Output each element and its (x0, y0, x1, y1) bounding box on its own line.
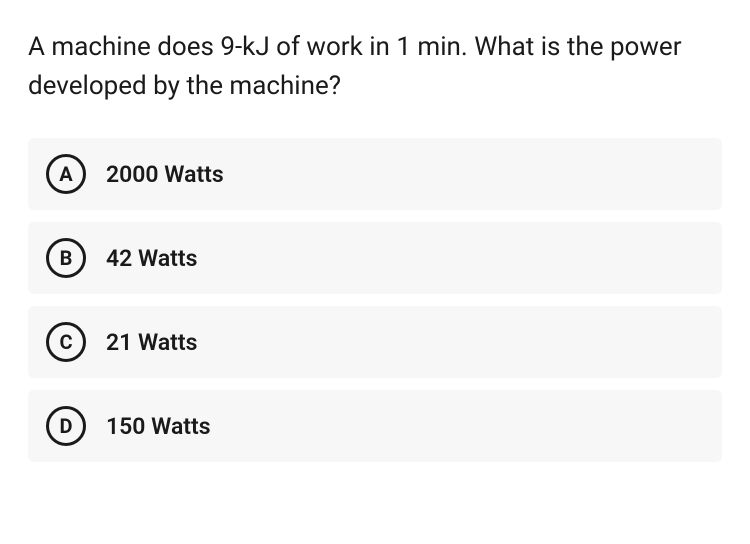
option-letter-a: A (46, 154, 86, 194)
option-text-b: 42 Watts (106, 245, 197, 272)
option-letter-b: B (46, 238, 86, 278)
option-text-d: 150 Watts (106, 413, 211, 440)
option-a[interactable]: A 2000 Watts (28, 138, 722, 210)
option-c[interactable]: C 21 Watts (28, 306, 722, 378)
options-list: A 2000 Watts B 42 Watts C 21 Watts D 150… (28, 138, 722, 462)
option-text-a: 2000 Watts (106, 161, 224, 188)
option-text-c: 21 Watts (106, 329, 197, 356)
option-b[interactable]: B 42 Watts (28, 222, 722, 294)
option-d[interactable]: D 150 Watts (28, 390, 722, 462)
option-letter-c: C (46, 322, 86, 362)
option-letter-d: D (46, 406, 86, 446)
question-text: A machine does 9-kJ of work in 1 min. Wh… (28, 28, 722, 106)
